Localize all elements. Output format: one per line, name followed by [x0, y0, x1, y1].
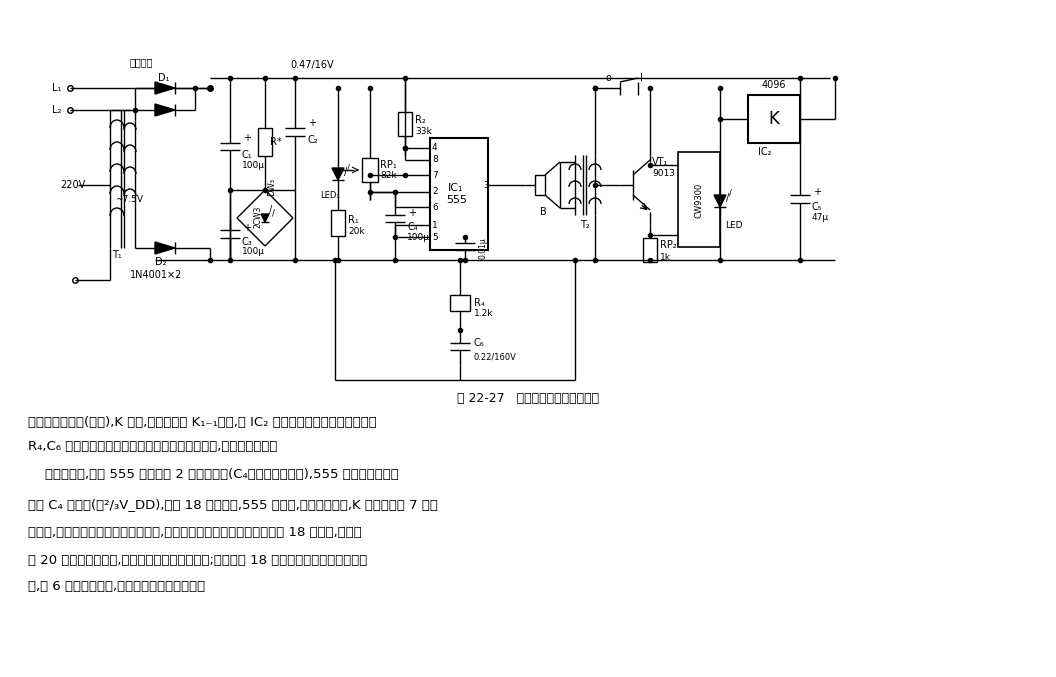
Bar — [748, 95, 800, 143]
Text: L₂: L₂ — [52, 105, 61, 115]
Text: 82k: 82k — [380, 171, 397, 181]
Text: 5: 5 — [432, 232, 438, 242]
Text: 振铃信号: 振铃信号 — [130, 57, 153, 67]
Text: LED₁: LED₁ — [320, 190, 340, 200]
Bar — [535, 175, 545, 195]
Text: L₁: L₁ — [52, 83, 61, 93]
Text: /: / — [344, 167, 347, 177]
Text: 3: 3 — [483, 181, 489, 190]
Text: 0.22/160V: 0.22/160V — [474, 353, 516, 362]
Text: 测试时,将本仪器与被测用户话机并接,交换中心向被遥测方连续发出振铃 18 秒左右,若对方: 测试时,将本仪器与被测用户话机并接,交换中心向被遥测方连续发出振铃 18 秒左右… — [29, 527, 362, 540]
Text: R₁: R₁ — [348, 215, 359, 225]
Text: 1N4001×2: 1N4001×2 — [130, 270, 183, 280]
Text: /: / — [729, 188, 732, 198]
Text: R₄: R₄ — [474, 298, 485, 308]
Text: VT₁: VT₁ — [652, 157, 668, 167]
Polygon shape — [155, 242, 175, 254]
Text: 图 22-27   长话线路故障遥测仪电路: 图 22-27 长话线路故障遥测仪电路 — [457, 391, 599, 404]
Text: 100μ: 100μ — [242, 160, 265, 169]
Text: /: / — [272, 209, 275, 217]
Text: C₆: C₆ — [474, 338, 485, 348]
Bar — [430, 138, 488, 250]
Text: 4: 4 — [432, 144, 437, 152]
Text: 在刚开机时,由于 555 单稳电路 2 脚呈低电位(C₄上电压不能跃变),555 处于置位状态；: 在刚开机时,由于 555 单稳电路 2 脚呈低电位(C₄上电压不能跃变),555… — [29, 468, 399, 481]
Polygon shape — [332, 168, 344, 180]
Text: 2: 2 — [432, 188, 437, 196]
Text: 8: 8 — [432, 156, 438, 165]
Text: D₂: D₂ — [155, 257, 167, 267]
Bar — [398, 112, 412, 136]
Text: 100μ: 100μ — [242, 248, 265, 257]
Text: /: / — [347, 164, 350, 173]
Text: IC₁: IC₁ — [448, 183, 464, 193]
Text: B: B — [540, 207, 547, 217]
Text: ~7.5V: ~7.5V — [115, 196, 143, 204]
Text: C₂: C₂ — [307, 135, 318, 145]
Text: 1: 1 — [432, 221, 438, 230]
Text: C₄: C₄ — [407, 222, 417, 232]
Text: I: I — [640, 73, 643, 83]
Text: 1k: 1k — [660, 253, 671, 261]
Text: C₅: C₅ — [812, 202, 823, 212]
Text: 7: 7 — [432, 171, 438, 179]
Text: +: + — [813, 187, 821, 197]
Text: /: / — [727, 193, 730, 203]
Text: /: / — [269, 205, 272, 215]
Text: o: o — [605, 73, 610, 83]
Bar — [362, 158, 378, 182]
Text: RP₂: RP₂ — [660, 240, 677, 250]
Text: 555: 555 — [446, 195, 467, 205]
Text: 33k: 33k — [415, 127, 432, 135]
Bar — [678, 152, 720, 247]
Text: 0.01μ: 0.01μ — [478, 237, 487, 259]
Text: 9013: 9013 — [652, 169, 675, 177]
Text: T₁: T₁ — [112, 250, 121, 260]
Text: 1.2k: 1.2k — [474, 309, 493, 318]
Text: CW9300: CW9300 — [695, 182, 703, 217]
Text: T₂: T₂ — [580, 220, 589, 230]
Text: D₁: D₁ — [158, 73, 170, 83]
Text: 20k: 20k — [348, 227, 364, 236]
Text: 100μ: 100μ — [407, 234, 430, 242]
Text: +: + — [308, 118, 316, 128]
Text: R₄,C₆ 等传向遥测方。这相当完成自动摘机的动作,有回铃音发出。: R₄,C₆ 等传向遥测方。这相当完成自动摘机的动作,有回铃音发出。 — [29, 441, 278, 454]
Text: +: + — [408, 208, 416, 218]
Polygon shape — [714, 195, 727, 207]
Text: C₃: C₃ — [242, 237, 252, 247]
Text: LED: LED — [725, 221, 742, 230]
Text: +: + — [243, 133, 251, 143]
Text: C₁: C₁ — [242, 150, 252, 160]
Text: R₂: R₂ — [415, 115, 426, 125]
Text: +: + — [243, 223, 251, 233]
Text: 4096: 4096 — [762, 80, 787, 90]
Polygon shape — [261, 214, 269, 222]
Text: 0.47/16V: 0.47/16V — [290, 60, 334, 70]
Text: RP₁: RP₁ — [380, 160, 397, 170]
Text: 47μ: 47μ — [812, 213, 829, 221]
Bar — [450, 295, 470, 311]
Text: IC₂: IC₂ — [758, 147, 772, 157]
Text: 成闭合供电回路(负极),K 吸合,其常开触点 K₁₋₁闭合,将 IC₂ 发出的音响信号通过扬声器及: 成闭合供电回路(负极),K 吸合,其常开触点 K₁₋₁闭合,将 IC₂ 发出的音… — [29, 416, 377, 429]
Text: 音,且 6 秒后自动挂机,说明话机和线路均正常。: 音,且 6 秒后自动挂机,说明话机和线路均正常。 — [29, 580, 205, 594]
Text: 6: 6 — [432, 202, 438, 211]
Text: 220V: 220V — [60, 180, 86, 190]
Text: R*: R* — [270, 137, 282, 147]
Bar — [331, 210, 345, 236]
Polygon shape — [155, 104, 175, 116]
Bar — [643, 238, 657, 262]
Text: 在 20 秒内无任何反映,就可初步判定线路有故障;若对方在 18 秒内听到对方送出的乐曲回: 在 20 秒内无任何反映,就可初步判定线路有故障;若对方在 18 秒内听到对方送… — [29, 554, 367, 567]
Text: DW₃: DW₃ — [267, 178, 277, 196]
Text: K: K — [769, 110, 779, 128]
Polygon shape — [155, 82, 175, 94]
Text: 随着 C₄ 的充电(至²/₃V_DD),约经 18 秒的延时,555 才复位,继电器才吸合,K 吸合时间约 7 秒。: 随着 C₄ 的充电(至²/₃V_DD),约经 18 秒的延时,555 才复位,继… — [29, 498, 438, 512]
Bar — [258, 128, 272, 156]
Text: 2CW3: 2CW3 — [253, 206, 263, 228]
